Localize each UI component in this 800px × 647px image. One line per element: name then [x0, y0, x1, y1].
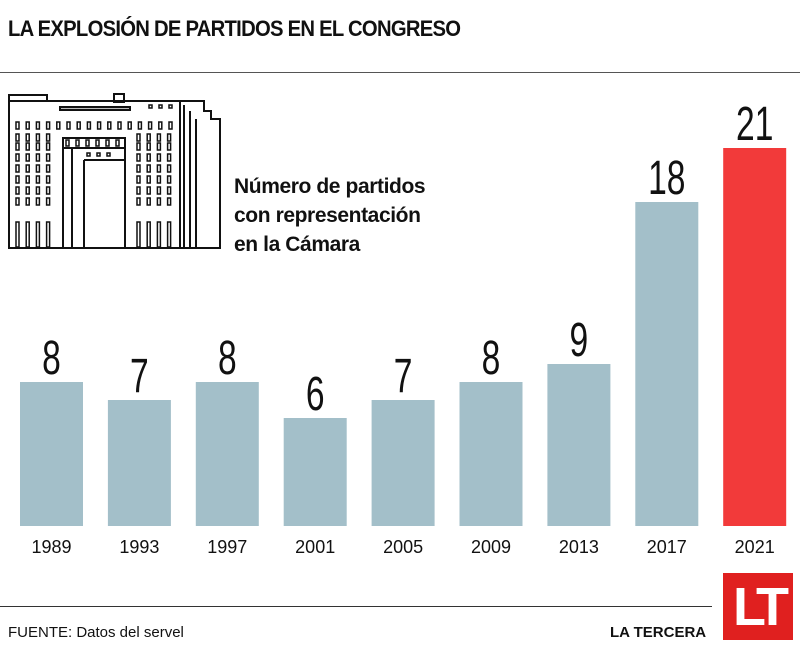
x-tick-label: 2005	[383, 537, 423, 557]
data-label: 8	[482, 330, 501, 384]
chart-title: LA EXPLOSIÓN DE PARTIDOS EN EL CONGRESO	[8, 16, 461, 41]
divider	[0, 72, 800, 73]
data-label: 21	[736, 96, 773, 150]
bar-2021	[723, 148, 787, 526]
subtitle-line: con representación	[234, 204, 421, 227]
x-tick-label: 2017	[647, 537, 687, 557]
x-tick-label: 1989	[31, 537, 71, 557]
bar-2001	[283, 418, 347, 526]
x-tick-label: 1993	[119, 537, 159, 557]
data-label: 18	[648, 150, 685, 204]
bar-2017	[635, 202, 699, 526]
congress-building-icon	[8, 93, 221, 249]
data-label: 7	[130, 348, 149, 402]
logo-text: LT	[733, 577, 789, 637]
x-tick-label: 2009	[471, 537, 511, 557]
bar-2005	[371, 400, 435, 526]
footer-divider	[0, 606, 712, 607]
data-label: 6	[306, 366, 325, 420]
bar-2013	[547, 364, 611, 526]
data-label: 7	[394, 348, 413, 402]
source-note: FUENTE: Datos del servel	[8, 624, 184, 641]
la-tercera-logo: LT	[723, 573, 793, 640]
x-tick-label: 2021	[735, 537, 775, 557]
bar-chart: 8 1989 7 1993 8 1997 6 2001 7 2005 8 2009 9 2013 18 201…	[20, 96, 787, 557]
bar-1993	[107, 400, 171, 526]
subtitle-line: en la Cámara	[234, 233, 360, 256]
data-label: 8	[42, 330, 61, 384]
brand-name: LA TERCERA	[610, 624, 707, 641]
bar-1989	[20, 382, 83, 526]
x-tick-label: 1997	[207, 537, 247, 557]
data-label: 9	[570, 312, 589, 366]
chart-subtitle: Número de partidos con representación en…	[234, 172, 426, 259]
bar-2009	[459, 382, 523, 526]
subtitle-line: Número de partidos	[234, 175, 426, 198]
bar-1997	[195, 382, 259, 526]
x-tick-label: 2001	[295, 537, 335, 557]
data-label: 8	[218, 330, 237, 384]
x-tick-label: 2013	[559, 537, 599, 557]
